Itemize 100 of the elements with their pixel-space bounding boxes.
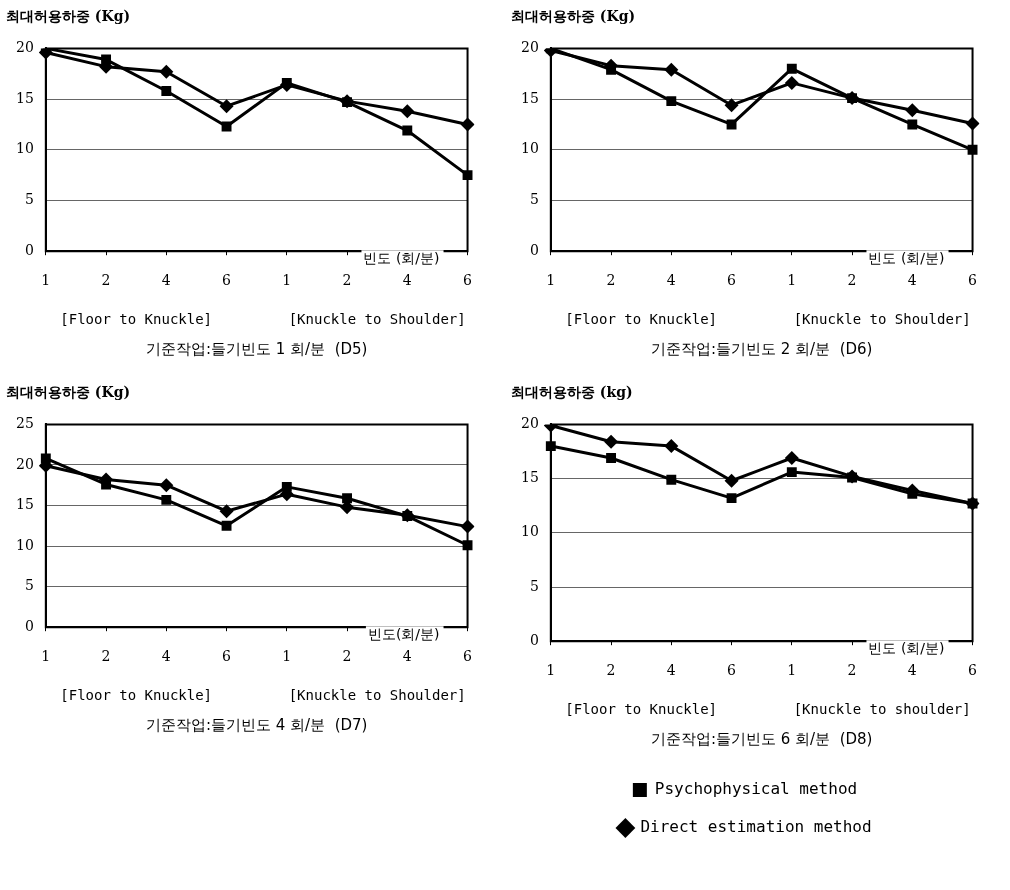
- x-tick-label: 1: [787, 662, 797, 679]
- y-tick-label: 0: [529, 631, 539, 648]
- text: [Floor to Knuckle]: [565, 700, 718, 717]
- point: [666, 96, 677, 107]
- point: [724, 98, 739, 113]
- text: [Floor to Knuckle]: [565, 310, 718, 327]
- y-tick-label: 0: [24, 617, 34, 634]
- text: [Knuckle to Shoulder]: [288, 686, 466, 703]
- x-tick-label: 2: [342, 272, 352, 289]
- y-axis-title: 최대허용하중 (Kg): [6, 384, 132, 402]
- x-axis-title: 빈도 (회/분): [868, 639, 945, 656]
- x-tick-label: 1: [282, 272, 292, 289]
- x-tick-label: 6: [463, 272, 473, 289]
- point: [726, 119, 737, 130]
- x-tick-label: 2: [101, 648, 111, 665]
- point: [784, 75, 799, 90]
- x-tick-label: 1: [41, 272, 51, 289]
- point: [664, 439, 679, 454]
- y-tick-label: 0: [24, 241, 34, 258]
- point: [159, 478, 174, 493]
- point: [786, 63, 797, 74]
- x-tick-label: 6: [968, 662, 978, 679]
- y-tick-label: 25: [15, 415, 34, 432]
- text: 기준작업:들기빈도 1 회/분 (D5): [145, 339, 368, 358]
- y-tick-label: 10: [520, 523, 539, 540]
- text: [Knuckle to shoulder]: [793, 700, 971, 717]
- y-tick-label: 10: [520, 140, 539, 157]
- y-tick-label: 5: [529, 577, 539, 594]
- y-tick-label: 10: [15, 536, 34, 553]
- y-axis-title: 최대허용하중 (Kg): [6, 8, 132, 26]
- point: [907, 488, 918, 499]
- y-tick-label: 15: [15, 496, 34, 513]
- y-tick-label: 20: [520, 39, 539, 56]
- y-tick-label: 15: [520, 89, 539, 106]
- x-tick-label: 6: [222, 272, 232, 289]
- y-tick-label: 15: [15, 89, 34, 106]
- point: [724, 473, 739, 488]
- point: [159, 64, 174, 79]
- y-axis-title: 최대허용하중 (kg): [511, 384, 634, 402]
- x-tick-label: 4: [666, 662, 676, 679]
- y-tick-label: 15: [520, 469, 539, 486]
- point: [402, 125, 413, 136]
- x-tick-label: 2: [342, 648, 352, 665]
- point: [219, 99, 234, 114]
- x-tick-label: 4: [402, 648, 412, 665]
- x-tick-label: 1: [546, 662, 556, 679]
- y-tick-label: 5: [24, 191, 34, 208]
- point: [219, 504, 234, 519]
- x-tick-label: 2: [847, 662, 857, 679]
- point: [784, 451, 799, 465]
- legend-label: Direct estimation method: [640, 817, 872, 837]
- point: [342, 493, 352, 504]
- point: [664, 62, 679, 77]
- x-tick-label: 2: [847, 272, 857, 289]
- x-tick-label: 2: [606, 272, 616, 289]
- x-tick-label: 6: [968, 272, 978, 289]
- text: [Floor to Knuckle]: [60, 686, 213, 703]
- point: [905, 103, 920, 118]
- point: [101, 54, 112, 65]
- x-tick-label: 1: [546, 272, 556, 289]
- y-tick-label: 20: [520, 415, 539, 432]
- text: [Knuckle to Shoulder]: [793, 310, 971, 327]
- y-tick-label: 10: [15, 140, 34, 157]
- x-tick-label: 4: [907, 662, 917, 679]
- x-tick-label: 2: [101, 272, 111, 289]
- x-tick-label: 6: [222, 648, 232, 665]
- y-tick-label: 5: [24, 577, 34, 594]
- text: 기준작업:들기빈도 4 회/분 (D7): [145, 715, 368, 734]
- x-tick-label: 4: [907, 272, 917, 289]
- x-tick-label: 4: [666, 272, 676, 289]
- point: [281, 481, 292, 492]
- y-tick-label: 20: [15, 39, 34, 56]
- x-tick-label: 1: [787, 272, 797, 289]
- x-axis-title: 빈도(회/분): [367, 625, 440, 642]
- point: [161, 494, 172, 505]
- point: [786, 467, 797, 478]
- point: [606, 453, 617, 463]
- x-tick-label: 1: [282, 648, 292, 665]
- legend-label: Psychophysical method: [654, 779, 858, 799]
- x-tick-label: 1: [41, 648, 51, 665]
- point: [604, 434, 619, 449]
- x-tick-label: 6: [463, 648, 473, 665]
- y-tick-label: 5: [529, 191, 539, 208]
- x-tick-label: 2: [606, 662, 616, 679]
- text: 기준작업:들기빈도 2 회/분 (D6): [650, 339, 873, 358]
- point: [907, 119, 918, 130]
- x-tick-label: 6: [727, 662, 737, 679]
- y-tick-label: 20: [15, 455, 34, 472]
- x-tick-label: 6: [727, 272, 737, 289]
- point: [400, 104, 415, 119]
- x-axis-title: 빈도 (회/분): [868, 249, 945, 266]
- text: 기준작업:들기빈도 6 회/분 (D8): [650, 729, 873, 748]
- point: [161, 86, 172, 96]
- text: [Knuckle to Shoulder]: [288, 310, 466, 327]
- x-axis-title: 빈도 (회/분): [363, 249, 440, 266]
- x-tick-label: 4: [161, 648, 171, 665]
- point: [726, 493, 737, 504]
- text: [Floor to Knuckle]: [60, 310, 213, 327]
- point: [281, 77, 292, 88]
- point: [221, 520, 232, 531]
